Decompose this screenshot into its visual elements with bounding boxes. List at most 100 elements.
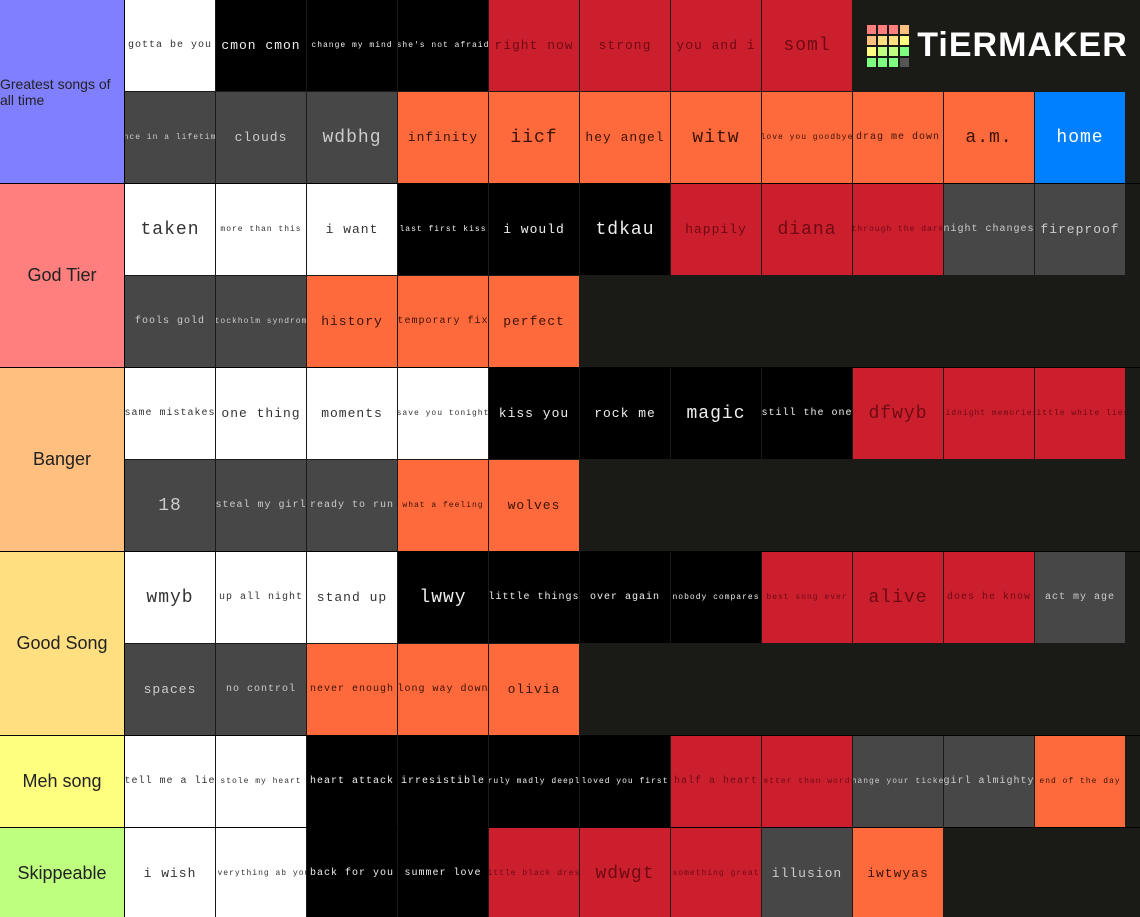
tier: Skippeable i wish everything ab you back fo…: [0, 828, 1140, 917]
song-card: end of the day: [1035, 736, 1125, 827]
song-card: she's not afraid: [398, 0, 488, 91]
tier-items: wmyb up all night stand up lwwy little thing…: [125, 552, 1140, 735]
song-card: wdbhg: [307, 92, 397, 183]
song-card: tdkau: [580, 184, 670, 275]
song-card: summer love: [398, 828, 488, 917]
song-card: moments: [307, 368, 397, 459]
song-card: infinity: [398, 92, 488, 183]
song-card: does he know: [944, 552, 1034, 643]
song-card: up all night: [216, 552, 306, 643]
logo-text: TiERMAKER: [917, 26, 1128, 64]
tier-items: tell me a lie stole my heart heart attack i…: [125, 736, 1140, 827]
song-card: what a feeling: [398, 460, 488, 551]
logo: TiERMAKER: [855, 0, 1140, 91]
song-card: steal my girl: [216, 460, 306, 551]
tier: Good Song wmyb up all night stand up lwwy lit…: [0, 552, 1140, 736]
song-card: olivia: [489, 644, 579, 735]
song-card: wolves: [489, 460, 579, 551]
tier: God Tier taken more than this i want last fi…: [0, 184, 1140, 368]
song-card: midnight memories: [944, 368, 1034, 459]
tier: Meh song tell me a lie stole my heart heart…: [0, 736, 1140, 828]
song-card: witw: [671, 92, 761, 183]
song-card: best song ever: [762, 552, 852, 643]
song-card: 18: [125, 460, 215, 551]
song-card: everything ab you: [216, 828, 306, 917]
tier-items: i wish everything ab you back for you summe…: [125, 828, 1140, 917]
song-card: save you tonight: [398, 368, 488, 459]
song-card: wmyb: [125, 552, 215, 643]
tier-items: gotta be you cmon cmon change my mind she's…: [125, 0, 1140, 183]
song-card: kiss you: [489, 368, 579, 459]
song-card: night changes: [944, 184, 1034, 275]
song-card: same mistakes: [125, 368, 215, 459]
song-card: once in a lifetime: [125, 92, 215, 183]
song-card: irresistible: [398, 736, 488, 827]
tier-label: Greatest songs of all time: [0, 0, 125, 183]
song-card: little white lies: [1035, 368, 1125, 459]
song-card: strong: [580, 0, 670, 91]
song-card: stand up: [307, 552, 397, 643]
tier-label: Skippeable: [0, 828, 125, 917]
song-card: lwwy: [398, 552, 488, 643]
song-card: over again: [580, 552, 670, 643]
song-card: happily: [671, 184, 761, 275]
tier-label: Banger: [0, 368, 125, 551]
song-card: you and i: [671, 0, 761, 91]
tier: Banger same mistakes one thing moments save …: [0, 368, 1140, 552]
song-card: long way down: [398, 644, 488, 735]
song-card: magic: [671, 368, 761, 459]
song-card: little things: [489, 552, 579, 643]
song-card: better than words: [762, 736, 852, 827]
song-card: last first kiss: [398, 184, 488, 275]
song-card: iwtwyas: [853, 828, 943, 917]
logo-icon: [867, 24, 910, 67]
song-card: still the one: [762, 368, 852, 459]
tier-label: God Tier: [0, 184, 125, 367]
song-card: clouds: [216, 92, 306, 183]
song-card: love you goodbye: [762, 92, 852, 183]
song-card: soml: [762, 0, 852, 91]
song-card: half a heart: [671, 736, 761, 827]
song-card: temporary fix: [398, 276, 488, 367]
song-card: i want: [307, 184, 397, 275]
song-card: tell me a lie: [125, 736, 215, 827]
song-card: taken: [125, 184, 215, 275]
song-card: never enough: [307, 644, 397, 735]
tier-items: same mistakes one thing moments save you to…: [125, 368, 1140, 551]
song-card: fireproof: [1035, 184, 1125, 275]
song-card: act my age: [1035, 552, 1125, 643]
song-card: hey angel: [580, 92, 670, 183]
song-card: back for you: [307, 828, 397, 917]
song-card: cmon cmon: [216, 0, 306, 91]
song-card: rock me: [580, 368, 670, 459]
song-card: little black dress: [489, 828, 579, 917]
song-card: history: [307, 276, 397, 367]
song-card: stockholm syndrome: [216, 276, 306, 367]
song-card: i would: [489, 184, 579, 275]
song-card: wdwgt: [580, 828, 670, 917]
song-card: iicf: [489, 92, 579, 183]
song-card: right now: [489, 0, 579, 91]
song-card: stole my heart: [216, 736, 306, 827]
song-card: change my mind: [307, 0, 397, 91]
song-card: a.m.: [944, 92, 1034, 183]
song-card: fools gold: [125, 276, 215, 367]
song-card: dfwyb: [853, 368, 943, 459]
song-card: drag me down: [853, 92, 943, 183]
song-card: ready to run: [307, 460, 397, 551]
song-card: diana: [762, 184, 852, 275]
song-card: change your ticket: [853, 736, 943, 827]
song-card: i wish: [125, 828, 215, 917]
song-card: one thing: [216, 368, 306, 459]
song-card: no control: [216, 644, 306, 735]
song-card: more than this: [216, 184, 306, 275]
tier-items: taken more than this i want last first kiss…: [125, 184, 1140, 367]
song-card: something great: [671, 828, 761, 917]
song-card: girl almighty: [944, 736, 1034, 827]
song-card: spaces: [125, 644, 215, 735]
song-card: perfect: [489, 276, 579, 367]
song-card: through the dark: [853, 184, 943, 275]
tier: Greatest songs of all time gotta be you cm…: [0, 0, 1140, 184]
